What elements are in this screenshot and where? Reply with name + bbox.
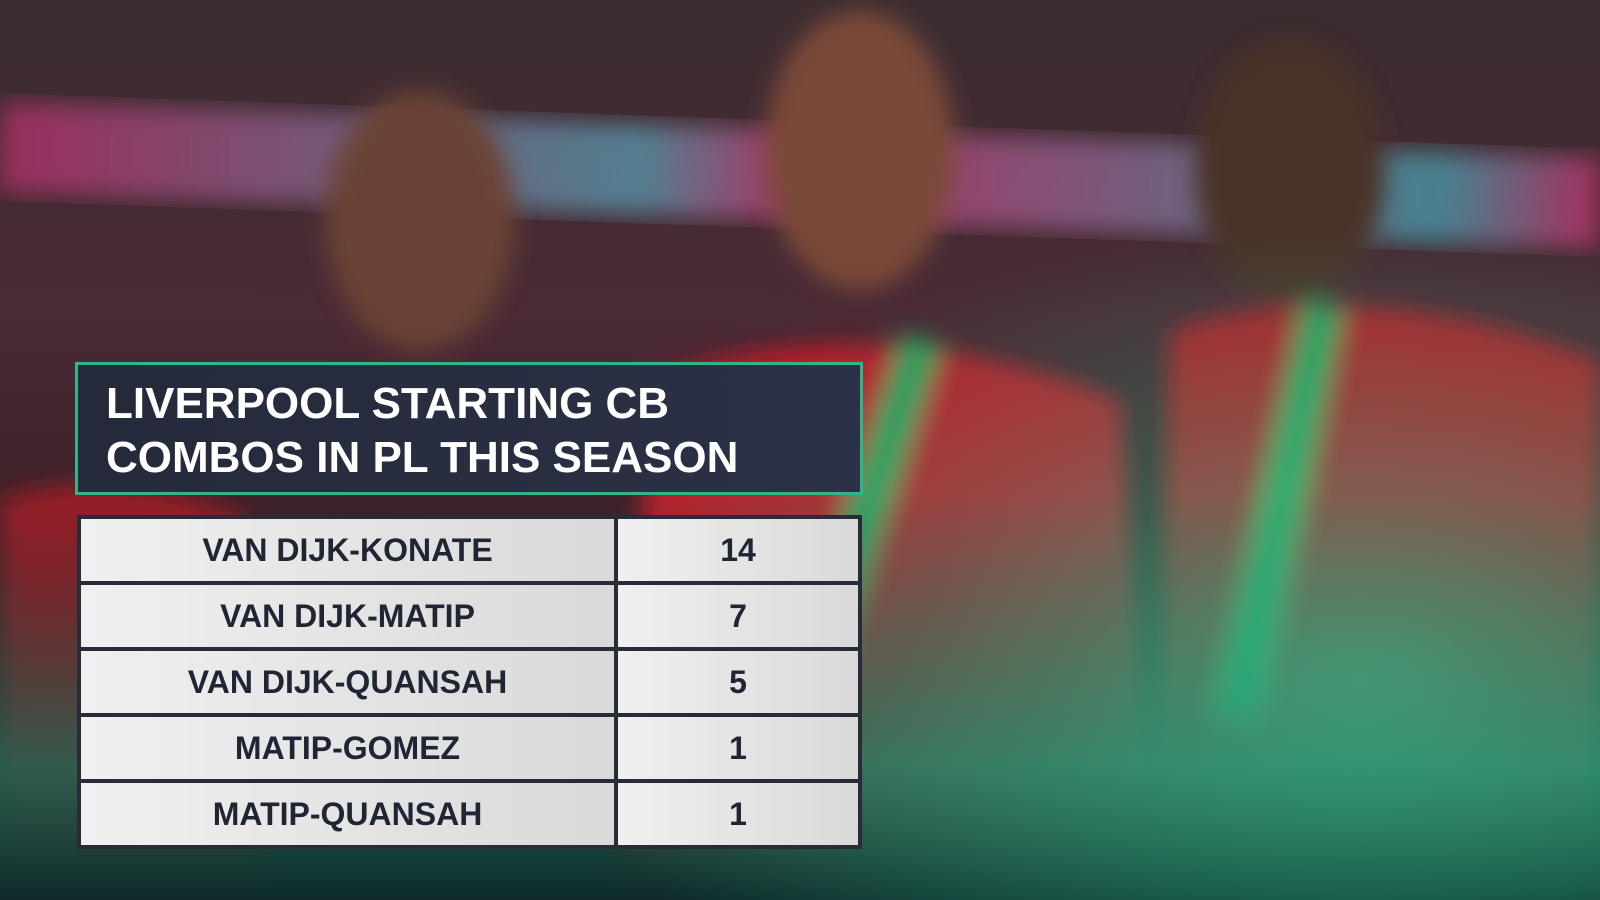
title-box: LIVERPOOL STARTING CB COMBOS IN PL THIS … xyxy=(75,362,863,495)
pair-cell: MATIP-QUANSAH xyxy=(77,779,618,849)
count-cell: 7 xyxy=(614,581,862,651)
title: LIVERPOOL STARTING CB COMBOS IN PL THIS … xyxy=(106,379,739,482)
count-cell: 14 xyxy=(614,515,862,585)
table-row: VAN DIJK-KONATE 14 xyxy=(77,515,862,585)
pair-cell: VAN DIJK-KONATE xyxy=(77,515,618,585)
table-row: MATIP-QUANSAH 1 xyxy=(77,779,862,849)
pair-cell: VAN DIJK-QUANSAH xyxy=(77,647,618,717)
table-row: MATIP-GOMEZ 1 xyxy=(77,713,862,783)
table-row: VAN DIJK-QUANSAH 5 xyxy=(77,647,862,717)
pair-cell: MATIP-GOMEZ xyxy=(77,713,618,783)
count-cell: 5 xyxy=(614,647,862,717)
table-row: VAN DIJK-MATIP 7 xyxy=(77,581,862,651)
pair-cell: VAN DIJK-MATIP xyxy=(77,581,618,651)
combo-table: VAN DIJK-KONATE 14 VAN DIJK-MATIP 7 VAN DIJK… xyxy=(77,515,862,849)
count-cell: 1 xyxy=(614,713,862,783)
count-cell: 1 xyxy=(614,779,862,849)
